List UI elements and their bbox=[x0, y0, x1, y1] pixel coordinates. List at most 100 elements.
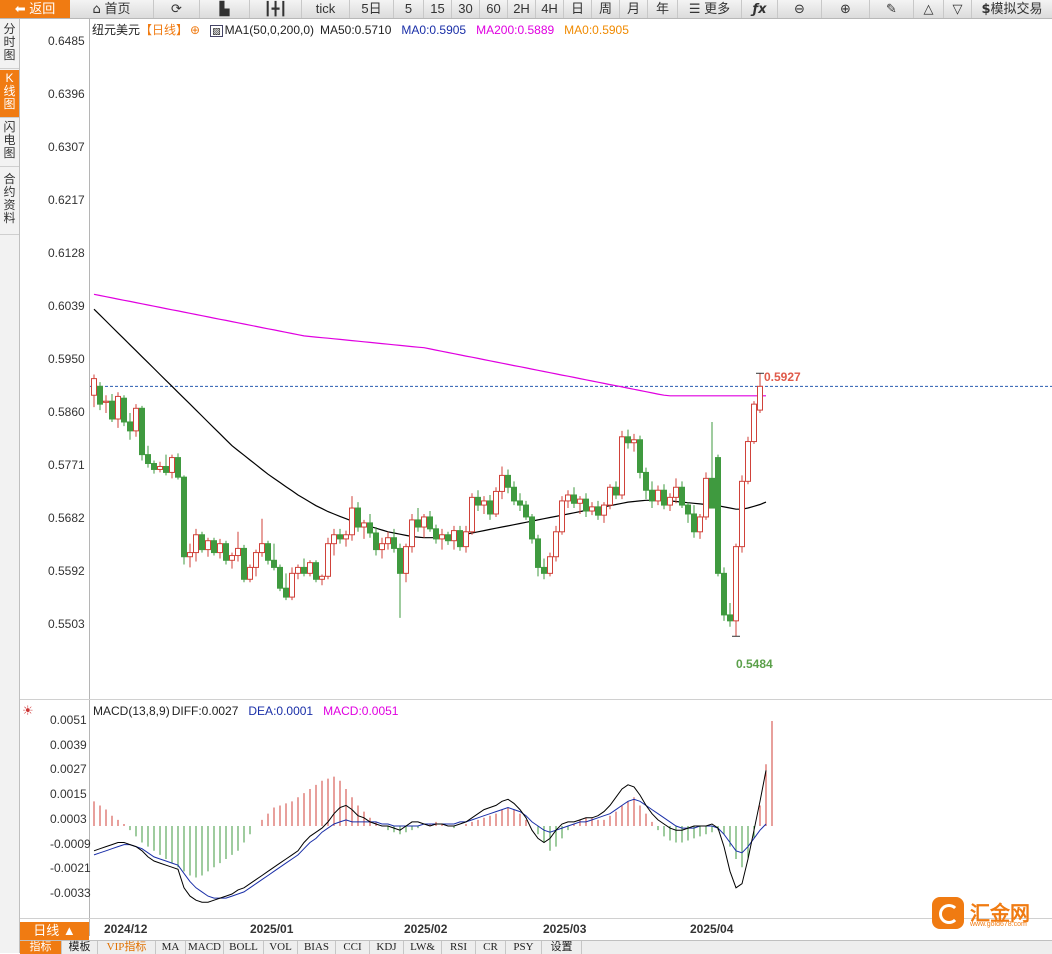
candle-body bbox=[265, 543, 271, 561]
period-4h[interactable]: 4H bbox=[536, 0, 564, 18]
back-button[interactable]: ⬅ 返回 bbox=[0, 0, 70, 18]
candle bbox=[499, 466, 505, 500]
tick-button[interactable]: tick bbox=[302, 0, 350, 18]
candle-body bbox=[97, 385, 103, 405]
candle bbox=[481, 496, 487, 514]
period-60[interactable]: 60 bbox=[480, 0, 508, 18]
candle-body bbox=[331, 534, 337, 545]
candle bbox=[517, 493, 523, 512]
period-month[interactable]: 月 bbox=[620, 0, 648, 18]
zoom-in-button[interactable]: ⊕ bbox=[822, 0, 870, 18]
candle-body bbox=[391, 537, 397, 549]
period-week[interactable]: 周 bbox=[592, 0, 620, 18]
indicator-bias[interactable]: BIAS bbox=[298, 941, 336, 954]
draw-button[interactable]: ✎ bbox=[870, 0, 914, 18]
candle bbox=[361, 519, 367, 539]
candle-body bbox=[247, 566, 253, 580]
indicator-cci[interactable]: CCI bbox=[336, 941, 370, 954]
indicator-vol[interactable]: VOL bbox=[264, 941, 298, 954]
candle bbox=[739, 475, 745, 553]
time-label-2025-04: 2025/04 bbox=[690, 922, 734, 936]
candle-body bbox=[139, 407, 145, 456]
candle-body bbox=[193, 534, 199, 554]
logo-mark-icon bbox=[932, 897, 964, 929]
period-5[interactable]: 5 bbox=[394, 0, 424, 18]
scroll-down-button[interactable]: ▽ bbox=[944, 0, 972, 18]
indicator-boll[interactable]: BOLL bbox=[224, 941, 264, 954]
candle-body bbox=[253, 552, 259, 568]
candle-body bbox=[343, 534, 349, 540]
period-2h[interactable]: 2H bbox=[508, 0, 536, 18]
scroll-up-button[interactable]: △ bbox=[914, 0, 944, 18]
candle-body bbox=[109, 400, 115, 420]
vip-indicator-tab[interactable]: VIP指标 bbox=[98, 941, 156, 954]
time-label-2025-02: 2025/02 bbox=[404, 922, 448, 936]
macd-value: MACD:0.0051 bbox=[323, 704, 399, 718]
indicator-macd[interactable]: MACD bbox=[186, 941, 224, 954]
price-tick-label: 0.6217 bbox=[48, 193, 85, 208]
candle bbox=[271, 543, 277, 571]
candle-body bbox=[757, 385, 763, 411]
candle-body bbox=[223, 543, 229, 561]
indicator-tab[interactable]: 指标 bbox=[20, 941, 62, 954]
candle bbox=[745, 436, 751, 485]
candle bbox=[319, 574, 325, 586]
period-15[interactable]: 15 bbox=[424, 0, 452, 18]
candle bbox=[673, 478, 679, 504]
candle bbox=[583, 493, 589, 517]
candle-body bbox=[535, 538, 541, 568]
simulate-trade-button[interactable]: $模拟交易 bbox=[972, 0, 1052, 18]
indicator-edit-icon[interactable]: ▨ bbox=[210, 25, 223, 37]
candle bbox=[607, 484, 613, 510]
chart-type-candle-button[interactable]: ┃╋┃ bbox=[250, 0, 302, 18]
period-selector-tab[interactable]: 日线 ▲ bbox=[20, 922, 89, 940]
indicator-psy[interactable]: PSY bbox=[506, 941, 542, 954]
refresh-button[interactable]: ⟳ bbox=[154, 0, 200, 18]
candle bbox=[541, 558, 547, 580]
candle bbox=[697, 513, 703, 539]
sun-icon[interactable]: ☀ bbox=[22, 703, 34, 718]
tab-flash-chart[interactable]: 闪电图 bbox=[0, 119, 19, 167]
candle bbox=[709, 421, 715, 509]
more-button[interactable]: ☰ 更多 bbox=[678, 0, 742, 18]
indicator-kdj[interactable]: KDJ bbox=[370, 941, 404, 954]
top-toolbar: ⬅ 返回 ⌂ 首页 ⟳ ▙ ┃╋┃ tick 5日 5 15 30 60 2H … bbox=[0, 0, 1052, 19]
zoom-in-icon: ⊕ bbox=[840, 2, 851, 17]
candle-body bbox=[625, 436, 631, 444]
formula-button[interactable]: ƒx bbox=[742, 0, 778, 18]
settings-gear-icon[interactable]: ⊕ bbox=[190, 23, 201, 37]
candle-body bbox=[385, 537, 391, 545]
candle-body bbox=[373, 532, 379, 551]
candle bbox=[643, 467, 649, 500]
home-button[interactable]: ⌂ 首页 bbox=[70, 0, 154, 18]
candle-body bbox=[103, 400, 109, 403]
tab-contract-info[interactable]: 合约资料 bbox=[0, 171, 19, 235]
indicator-ma[interactable]: MA bbox=[156, 941, 186, 954]
period-year[interactable]: 年 bbox=[648, 0, 678, 18]
period-day[interactable]: 日 bbox=[564, 0, 592, 18]
candle-body bbox=[349, 507, 355, 536]
chart-type-bar-button[interactable]: ▙ bbox=[200, 0, 250, 18]
five-day-button[interactable]: 5日 bbox=[350, 0, 394, 18]
template-tab[interactable]: 模板 bbox=[62, 941, 98, 954]
zoom-out-button[interactable]: ⊖ bbox=[778, 0, 822, 18]
settings-tab[interactable]: 设置 bbox=[542, 941, 582, 954]
indicator-lw[interactable]: LW& bbox=[404, 941, 442, 954]
candlestick-chart[interactable] bbox=[90, 19, 1052, 699]
indicator-rsi[interactable]: RSI bbox=[442, 941, 476, 954]
candle bbox=[667, 493, 673, 512]
candle bbox=[679, 481, 685, 509]
candle bbox=[355, 502, 361, 532]
candle bbox=[559, 496, 565, 535]
indicator-cr[interactable]: CR bbox=[476, 941, 506, 954]
candle bbox=[127, 413, 133, 440]
candle bbox=[595, 500, 601, 520]
period-30[interactable]: 30 bbox=[452, 0, 480, 18]
candle bbox=[157, 461, 163, 473]
triangle-down-icon: ▽ bbox=[952, 2, 963, 17]
candle-body bbox=[379, 543, 385, 551]
candle-body bbox=[463, 531, 469, 548]
tab-timeshare[interactable]: 分时图 bbox=[0, 21, 19, 69]
macd-chart[interactable] bbox=[90, 700, 1052, 916]
